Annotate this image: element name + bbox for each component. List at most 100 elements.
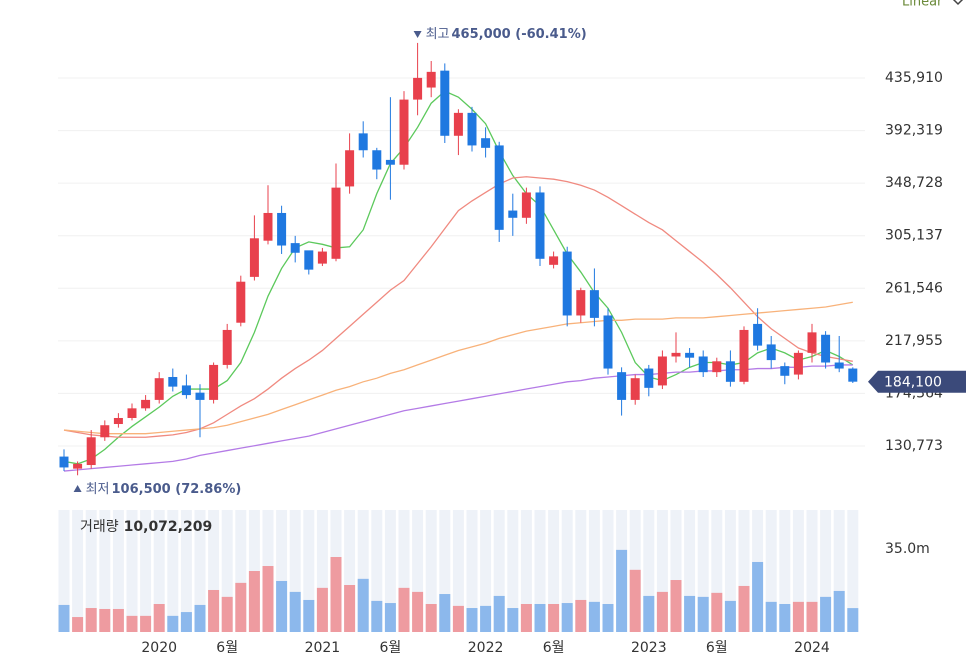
volume-stripe	[235, 510, 247, 632]
volume-stripe	[534, 510, 546, 632]
candle-body	[372, 150, 382, 170]
volume-bar	[194, 604, 206, 632]
candle-body	[603, 315, 613, 369]
candle-body	[521, 192, 531, 218]
candle-body	[508, 210, 518, 218]
moving-average-line	[63, 301, 853, 435]
candle-body	[753, 323, 763, 346]
candle-body	[494, 145, 504, 230]
volume-bar	[752, 561, 764, 632]
y-tick-label: 348,728	[885, 175, 943, 191]
candle-body	[304, 250, 314, 270]
volume-bar	[466, 608, 478, 632]
candle-body	[413, 77, 423, 100]
volume-bar	[126, 615, 138, 632]
volume-stripe	[412, 510, 424, 632]
candle-body	[698, 356, 708, 373]
volume-stripe	[58, 510, 70, 632]
candle-body	[358, 133, 368, 151]
candle-body	[793, 352, 803, 375]
y-tick-label: 305,137	[885, 228, 943, 244]
volume-bar	[833, 590, 845, 632]
volume-stripe	[85, 510, 97, 632]
volume-bar	[180, 612, 192, 632]
volume-bar	[439, 594, 451, 632]
volume-stripe	[439, 510, 451, 632]
volume-stripe	[126, 510, 138, 632]
candle-body	[549, 256, 559, 265]
candle-body	[739, 329, 749, 382]
candle-body	[467, 112, 477, 146]
candle-body	[725, 361, 735, 382]
volume-stripe	[561, 510, 573, 632]
candle-body	[141, 399, 151, 409]
scale-toggle[interactable]: Linear	[902, 0, 943, 10]
candle-body	[236, 281, 246, 323]
volume-stripe	[520, 510, 532, 632]
volume-bar	[276, 580, 288, 632]
candle-body	[100, 425, 110, 438]
volume-bar	[806, 601, 818, 632]
volume-bar	[588, 601, 600, 632]
volume-bar	[575, 599, 587, 632]
volume-stripe	[466, 510, 478, 632]
x-tick-label: 6월	[380, 640, 402, 656]
volume-current: 10,072,209	[124, 519, 213, 535]
volume-bar	[507, 608, 519, 632]
candle-body	[630, 378, 640, 400]
scale-chevron[interactable]	[952, 0, 964, 6]
candle-body	[249, 238, 259, 277]
candle-body	[766, 344, 776, 361]
volume-bar	[303, 599, 315, 632]
volume-stripe	[806, 510, 818, 632]
candle-body	[399, 99, 409, 165]
volume-stripe	[180, 510, 192, 632]
candle-body	[671, 352, 681, 357]
volume-stripe	[398, 510, 410, 632]
volume-stripe	[99, 510, 111, 632]
volume-stripe	[575, 510, 587, 632]
volume-stripe	[344, 510, 356, 632]
volume-bar	[847, 608, 859, 632]
annotation-value: 465,000 (-60.41%)	[452, 27, 587, 42]
volume-bar	[357, 578, 369, 632]
annotation-label: 최저	[86, 482, 110, 497]
candle-body	[589, 290, 599, 318]
volume-header: 거래량 10,072,209	[80, 519, 212, 535]
volume-bar	[616, 549, 628, 632]
volume-tick-label: 35.0m	[885, 541, 930, 557]
candle-body	[834, 362, 844, 369]
x-tick-label: 6월	[706, 640, 728, 656]
volume-stripe	[316, 510, 328, 632]
volume-bar	[629, 569, 641, 632]
volume-stripe	[765, 510, 777, 632]
volume-stripe	[697, 510, 709, 632]
volume-bar	[235, 582, 247, 632]
volume-stripe	[656, 510, 668, 632]
volume-stripe	[602, 510, 614, 632]
x-tick-label: 2023	[631, 640, 667, 656]
volume-stripe	[711, 510, 723, 632]
current-price-tag	[868, 370, 966, 393]
volume-bar	[493, 595, 505, 632]
candle-body	[481, 138, 491, 148]
candle-body	[657, 356, 667, 386]
volume-bar	[412, 591, 424, 632]
volume-stripe	[452, 510, 464, 632]
y-tick-label: 435,910	[885, 70, 943, 86]
volume-stripe	[779, 510, 791, 632]
volume-bar	[262, 566, 274, 632]
volume-bar	[765, 601, 777, 632]
volume-bar	[779, 603, 791, 632]
candle-body	[440, 70, 450, 136]
y-tick-label: 217,955	[885, 333, 943, 349]
volume-bar	[697, 596, 709, 632]
annotation-arrow	[73, 485, 82, 492]
volume-bar	[384, 603, 396, 632]
annotation: 최고 465,000 (-60.41%)	[426, 27, 587, 42]
volume-bar	[398, 587, 410, 632]
moving-average-line	[63, 364, 853, 472]
volume-stripe	[588, 510, 600, 632]
volume-stripe	[493, 510, 505, 632]
volume-bar	[58, 604, 70, 632]
